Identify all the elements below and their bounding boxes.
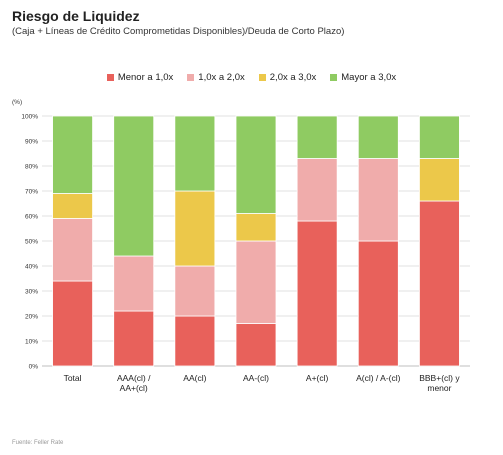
legend-swatch <box>106 74 114 81</box>
legend-item: 2,0x a 3,0x <box>258 72 317 83</box>
bar-segment <box>113 115 155 257</box>
bar-segment <box>52 115 93 194</box>
bar-segment <box>235 323 277 367</box>
y-tick-label: 0% <box>29 364 39 371</box>
x-tick-label: AA(cl) <box>183 373 206 383</box>
y-tick-label: 90% <box>25 139 38 146</box>
legend-label: 2,0x a 3,0x <box>269 72 317 83</box>
bar-segment <box>113 310 155 367</box>
bar-segment <box>174 315 216 367</box>
legend-item: Mayor a 3,0x <box>330 72 396 83</box>
y-tick-label: 80% <box>25 164 38 171</box>
legend-swatch <box>187 74 195 81</box>
bar-segment <box>296 158 338 222</box>
bar-segment <box>52 280 93 367</box>
x-tick-label: A(cl) / A-(cl) <box>356 373 401 383</box>
bar-segment <box>235 240 277 324</box>
bar-segment <box>235 213 277 242</box>
y-tick-label: 100% <box>21 114 38 121</box>
bar-segment <box>174 265 216 317</box>
bar-segment <box>52 218 93 282</box>
y-tick-label: 50% <box>25 239 38 246</box>
bar-segment <box>174 190 216 267</box>
x-tick-label: BBB+(cl) y <box>419 373 460 383</box>
bar-segment <box>357 115 399 159</box>
x-tick-label: AA-(cl) <box>243 373 269 383</box>
bar-segment <box>296 115 338 159</box>
bar-segment <box>419 158 460 202</box>
y-tick-label: 70% <box>25 189 38 196</box>
legend-label: 1,0x a 2,0x <box>198 72 245 83</box>
bar-segment <box>419 200 460 367</box>
x-tick-label: Total <box>64 373 82 383</box>
bar-segment <box>357 240 399 367</box>
y-tick-label: 40% <box>25 264 38 271</box>
chart-title: Riesgo de Liquidez <box>12 8 140 24</box>
chart-subtitle: (Caja + Líneas de Crédito Comprometidas … <box>12 26 345 37</box>
legend-label: Mayor a 3,0x <box>341 72 397 83</box>
bar-segment <box>419 115 460 159</box>
bar-segment <box>296 220 338 367</box>
bar-segment <box>174 115 216 192</box>
bar-segment <box>235 115 277 214</box>
bar-segment <box>357 158 399 242</box>
legend-item: 1,0x a 2,0x <box>187 72 245 83</box>
y-tick-label: 20% <box>25 314 38 321</box>
y-tick-label: 60% <box>25 214 38 221</box>
y-axis-label: (%) <box>12 99 22 106</box>
x-tick-label: A+(cl) <box>306 373 329 383</box>
bar-segment <box>113 255 155 312</box>
legend-swatch <box>258 74 266 81</box>
y-tick-label: 10% <box>25 339 38 346</box>
x-tick-label: AAA(cl) / <box>117 373 151 383</box>
source-note: Fuente: Feller Rate <box>12 440 64 446</box>
x-tick-label: menor <box>427 383 451 393</box>
legend: Menor a 1,0x 1,0x a 2,0x 2,0x a 3,0x Mayor … <box>0 72 503 83</box>
bar-segment <box>52 193 93 219</box>
y-tick-label: 30% <box>25 289 38 296</box>
legend-swatch <box>330 74 338 81</box>
legend-label: Menor a 1,0x <box>117 72 174 83</box>
x-tick-label: AA+(cl) <box>120 383 148 393</box>
legend-item: Menor a 1,0x <box>106 72 174 83</box>
